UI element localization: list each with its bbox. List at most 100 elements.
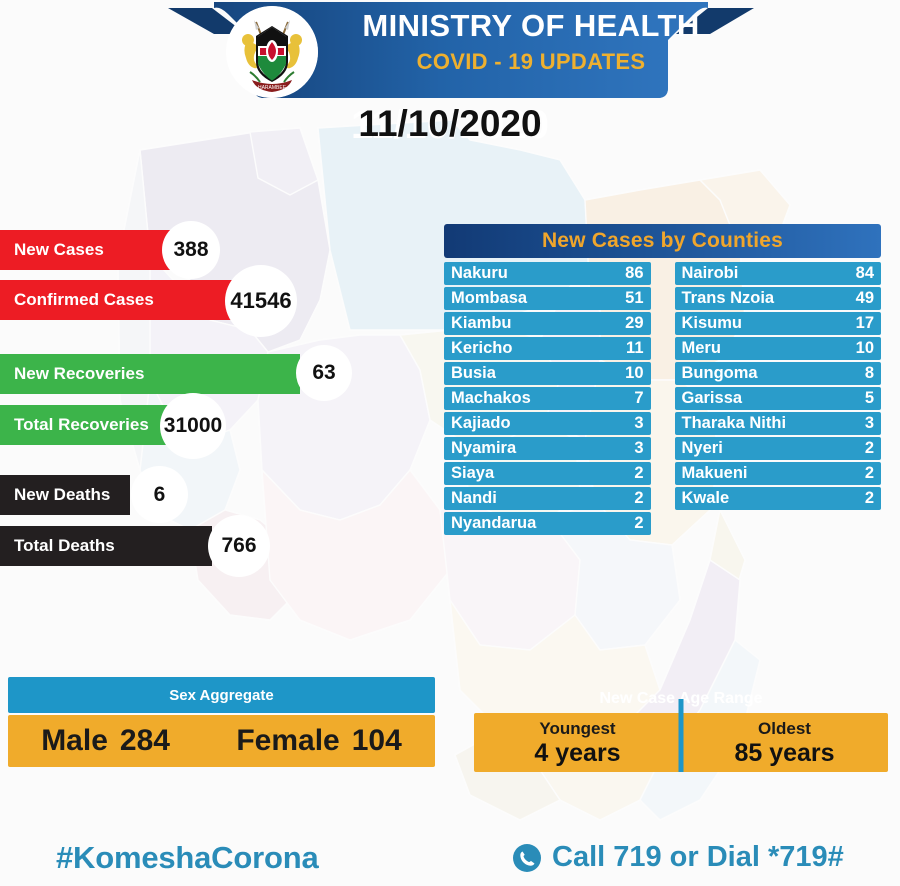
female-label: Female (236, 724, 340, 757)
county-row[interactable]: Kisumu 17 (674, 312, 881, 335)
county-row[interactable]: Machakos 7 (444, 387, 651, 410)
county-value: 3 (634, 414, 644, 432)
county-row[interactable]: Meru 10 (674, 337, 881, 360)
counties-title: New Cases by Counties (444, 224, 881, 258)
county-row[interactable]: Nyamira 3 (444, 437, 651, 460)
stat-new-cases: New Cases 388 (0, 221, 330, 279)
stat-value: 6 (153, 482, 166, 506)
age-range-panel: New Case Age Range Youngest 4 years Olde… (474, 684, 888, 772)
county-row[interactable]: Kwale 2 (674, 487, 881, 510)
svg-text:HARAMBEE: HARAMBEE (258, 85, 287, 91)
female-value: 104 (351, 724, 402, 757)
county-name: Kericho (451, 339, 513, 357)
sex-aggregate-title: Sex Aggregate (8, 677, 435, 713)
county-row[interactable]: Trans Nzoia 49 (674, 287, 881, 310)
county-name: Nairobi (681, 264, 739, 282)
county-value: 8 (864, 364, 874, 382)
county-value: 3 (864, 414, 874, 432)
oldest-value: 85 years (734, 738, 835, 767)
stat-value-bubble-new-recoveries: 63 (296, 345, 352, 401)
stat-value-bubble-total-deaths: 766 (208, 515, 270, 577)
oldest-label: Oldest (758, 718, 811, 738)
header-banner: HARAMBEE MINISTRY OF HEALTH COVID - 19 U… (168, 0, 754, 104)
stat-value: 31000 (163, 414, 223, 437)
county-name: Machakos (451, 389, 531, 407)
counties-column-right: Nairobi 84 Trans Nzoia 49 Kisumu 17 Meru 10 … (674, 262, 881, 537)
county-name: Nyandarua (451, 514, 537, 532)
county-row[interactable]: Nairobi 84 (674, 262, 881, 285)
phone-icon (513, 843, 541, 872)
county-row[interactable]: Tharaka Nithi 3 (674, 412, 881, 435)
county-value: 7 (634, 389, 644, 407)
counties-panel: New Cases by Counties Nakuru 86 Mombasa 51… (444, 224, 881, 537)
date-ghost-text: 11/10/2020 (351, 103, 549, 147)
stat-value: 41546 (230, 288, 292, 313)
county-row[interactable]: Nandi 2 (444, 487, 651, 510)
counties-columns: Nakuru 86 Mombasa 51 Kiambu 29 Kericho 11 Bu… (444, 262, 881, 537)
youngest-value: 4 years (534, 738, 621, 767)
county-row[interactable]: Kajiado 3 (444, 412, 651, 435)
stat-label: Total Recoveries (14, 415, 149, 434)
county-value: 10 (625, 364, 644, 382)
stat-new-recoveries: New Recoveries 63 (0, 345, 360, 401)
county-value: 5 (864, 389, 874, 407)
county-name: Trans Nzoia (681, 289, 775, 307)
county-name: Kajiado (451, 414, 511, 432)
call-text: Call 719 or Dial *719# (552, 841, 844, 873)
stat-value-bubble-confirmed-cases: 41546 (225, 265, 297, 337)
age-range-title: New Case Age Range (599, 689, 763, 707)
county-row[interactable]: Busia 10 (444, 362, 651, 385)
county-value: 2 (634, 514, 644, 532)
stat-value: 63 (312, 361, 336, 384)
stat-label: Confirmed Cases (14, 290, 154, 309)
stat-label: New Deaths (14, 485, 111, 504)
county-name: Nyamira (451, 439, 517, 457)
stat-label: Total Deaths (14, 536, 115, 555)
stat-confirmed-cases: Confirmed Cases 41546 (0, 265, 330, 337)
county-row[interactable]: Garissa 5 (674, 387, 881, 410)
counties-column-left: Nakuru 86 Mombasa 51 Kiambu 29 Kericho 11 Bu… (444, 262, 651, 537)
county-name: Makueni (681, 464, 748, 482)
county-row[interactable]: Kiambu 29 (444, 312, 651, 335)
county-row[interactable]: Nyeri 2 (674, 437, 881, 460)
stat-bar-total-deaths: Total Deaths (0, 526, 212, 566)
county-name: Mombasa (451, 289, 528, 307)
call-info: Call 719 or Dial *719# (512, 841, 844, 874)
stat-value: 388 (173, 238, 209, 261)
hashtag-komeshacorona: #KomeshaCorona (56, 840, 319, 875)
county-name: Kisumu (681, 314, 743, 332)
county-name: Garissa (681, 389, 743, 407)
stat-value-bubble-new-deaths: 6 (131, 466, 188, 523)
county-value: 2 (864, 464, 874, 482)
county-row[interactable]: Nyandarua 2 (444, 512, 651, 535)
county-row[interactable]: Nakuru 86 (444, 262, 651, 285)
stat-bar-new-deaths: New Deaths (0, 475, 130, 515)
age-range-values: Youngest 4 years Oldest 85 years (474, 699, 888, 772)
stat-total-recoveries: Total Recoveries 31000 (0, 393, 330, 459)
county-value: 10 (855, 339, 874, 357)
county-row[interactable]: Kericho 11 (444, 337, 651, 360)
county-row[interactable]: Siaya 2 (444, 462, 651, 485)
header-text-block: MINISTRY OF HEALTH COVID - 19 UPDATES (316, 6, 746, 78)
county-row[interactable]: Makueni 2 (674, 462, 881, 485)
stat-bar-total-recoveries: Total Recoveries (0, 405, 170, 445)
stat-label: New Recoveries (14, 364, 145, 383)
county-value: 2 (864, 439, 874, 457)
county-name: Busia (451, 364, 496, 382)
county-value: 86 (625, 264, 644, 282)
county-value: 2 (634, 489, 644, 507)
stat-value-bubble-new-cases: 388 (162, 221, 220, 279)
stat-bar-new-recoveries: New Recoveries (0, 354, 300, 394)
header-subtitle: COVID - 19 UPDATES (416, 49, 646, 74)
county-row[interactable]: Bungoma 8 (674, 362, 881, 385)
sex-aggregate-panel: Sex Aggregate Male 284 Female 104 (8, 677, 435, 767)
county-value: 84 (855, 264, 874, 282)
male-label: Male (41, 724, 108, 757)
age-range-divider (678, 699, 684, 772)
banner-ribbon (168, 2, 754, 98)
county-name: Kwale (681, 489, 730, 507)
female-group: Female 104 (236, 724, 401, 758)
oldest-cell: Oldest 85 years (681, 713, 888, 772)
county-name: Nakuru (451, 264, 508, 282)
county-row[interactable]: Mombasa 51 (444, 287, 651, 310)
